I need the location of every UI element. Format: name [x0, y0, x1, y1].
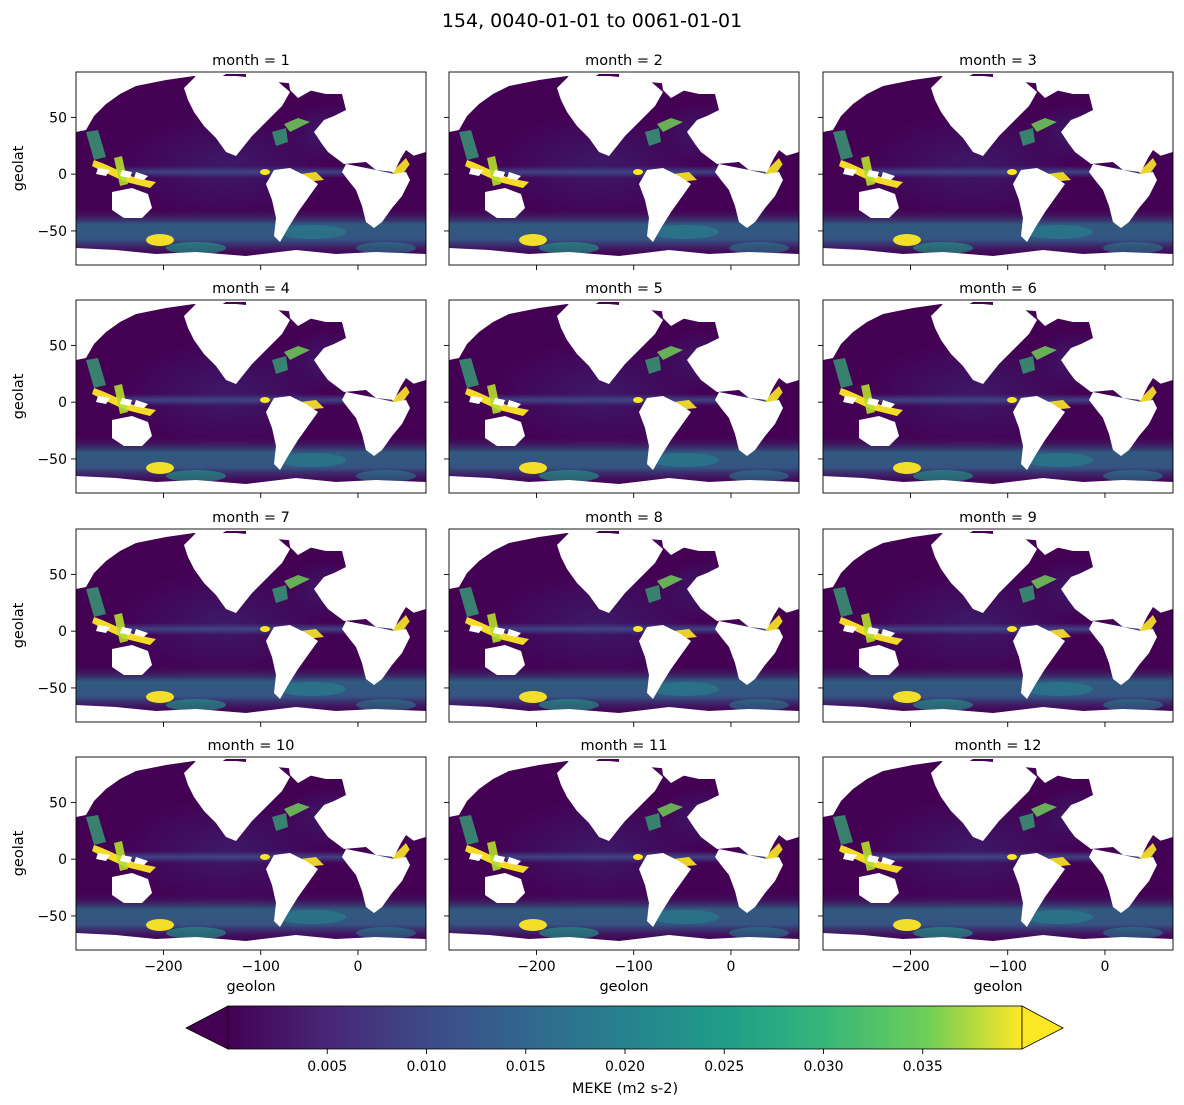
y-tick-label: −50 — [37, 224, 67, 240]
y-tick-label: 50 — [49, 567, 67, 583]
figure-title: 154, 0040-01-01 to 0061-01-01 — [442, 10, 742, 32]
y-tick-label: 50 — [49, 110, 67, 126]
panel-frame — [822, 71, 1174, 266]
map-field — [449, 757, 799, 950]
map-field — [449, 529, 799, 722]
y-tick-label: 50 — [49, 338, 67, 354]
panel-title: month = 1 — [212, 53, 290, 69]
x-tick-label: −200 — [517, 959, 555, 975]
panel-title: month = 3 — [959, 53, 1037, 69]
y-axis-label: geolat — [11, 602, 27, 648]
colorbar-tick-label: 0.015 — [506, 1059, 546, 1075]
panel-frame — [448, 299, 800, 494]
colorbar-gradient — [227, 1005, 1023, 1050]
map-panel: month = 12 −200 −100 0 geolon — [818, 738, 1174, 995]
map-panel: month = 7 50 0 −50 geolat — [11, 510, 427, 727]
y-tick-label: 0 — [58, 624, 67, 640]
panel-frame — [75, 528, 427, 723]
y-axis-label: geolat — [11, 145, 27, 191]
x-axis-label: geolon — [599, 979, 648, 995]
panel-frame — [822, 299, 1174, 494]
panel-frame — [448, 756, 800, 951]
map-field — [823, 757, 1173, 950]
colorbar-tick-label: 0.030 — [803, 1059, 843, 1075]
x-tick-label: 0 — [353, 959, 362, 975]
colorbar-tick-label: 0.010 — [406, 1059, 446, 1075]
map-panel: month = 9 — [818, 510, 1174, 727]
map-field — [823, 72, 1173, 265]
panels: month = 1 50 0 −50 geolat month = 2 month = 3 m… — [11, 53, 1174, 995]
panel-title: month = 11 — [581, 738, 668, 754]
panel-title: month = 5 — [585, 281, 663, 297]
panel-frame — [822, 528, 1174, 723]
map-panel: month = 8 — [444, 510, 800, 727]
map-panel: month = 2 — [444, 53, 800, 270]
panel-frame — [448, 528, 800, 723]
map-field — [76, 757, 426, 950]
y-tick-label: 50 — [49, 795, 67, 811]
map-panel: month = 1 50 0 −50 geolat — [11, 53, 427, 270]
panel-title: month = 10 — [208, 738, 295, 754]
y-tick-label: −50 — [37, 909, 67, 925]
map-field — [449, 72, 799, 265]
map-panel: month = 3 — [818, 53, 1174, 270]
panel-frame — [822, 756, 1174, 951]
colorbar-tick-label: 0.005 — [307, 1059, 347, 1075]
map-panel: month = 4 50 0 −50 geolat — [11, 281, 427, 498]
panel-title: month = 6 — [959, 281, 1037, 297]
y-axis-label: geolat — [11, 373, 27, 419]
panel-frame — [75, 299, 427, 494]
panel-title: month = 12 — [955, 738, 1042, 754]
y-tick-label: 0 — [58, 395, 67, 411]
colorbar-label: MEKE (m2 s-2) — [572, 1081, 678, 1097]
panel-frame — [75, 756, 427, 951]
y-tick-label: −50 — [37, 681, 67, 697]
colorbar-extend-low — [185, 1005, 229, 1050]
x-tick-label: 0 — [1100, 959, 1109, 975]
x-tick-label: 0 — [726, 959, 735, 975]
map-panel: month = 11 −200 −100 0 geolon — [444, 738, 800, 995]
x-tick-label: −200 — [144, 959, 182, 975]
x-tick-label: −100 — [614, 959, 652, 975]
colorbar-ticks: 0.005 0.010 0.015 0.020 0.025 0.030 0.035 — [307, 1049, 943, 1075]
map-field — [76, 529, 426, 722]
colorbar-extend-high — [1021, 1005, 1064, 1050]
map-field — [76, 300, 426, 493]
y-axis-label: geolat — [11, 830, 27, 876]
map-panel: month = 5 — [444, 281, 800, 498]
map-field — [76, 72, 426, 265]
x-axis-label: geolon — [973, 979, 1022, 995]
map-field — [823, 300, 1173, 493]
panel-frame — [75, 71, 427, 266]
colorbar-tick-label: 0.020 — [605, 1059, 645, 1075]
y-tick-label: −50 — [37, 452, 67, 468]
map-panel: month = 6 — [818, 281, 1174, 498]
panel-frame — [448, 71, 800, 266]
colorbar-tick-label: 0.025 — [704, 1059, 744, 1075]
y-tick-label: 0 — [58, 167, 67, 183]
map-field — [449, 300, 799, 493]
x-tick-label: −200 — [891, 959, 929, 975]
x-tick-label: −100 — [241, 959, 279, 975]
panel-title: month = 8 — [585, 510, 663, 526]
x-tick-label: −100 — [988, 959, 1026, 975]
panel-title: month = 4 — [212, 281, 290, 297]
y-tick-label: 0 — [58, 852, 67, 868]
panel-title: month = 2 — [585, 53, 663, 69]
x-axis-label: geolon — [226, 979, 275, 995]
panel-title: month = 9 — [959, 510, 1037, 526]
panel-title: month = 7 — [212, 510, 290, 526]
map-field — [823, 529, 1173, 722]
colorbar-tick-label: 0.035 — [903, 1059, 943, 1075]
colorbar: 0.005 0.010 0.015 0.020 0.025 0.030 0.035 MEKE… — [185, 1005, 1064, 1097]
map-panel: month = 10 50 0 −50 −200 −100 0 geolat geolon — [11, 738, 427, 995]
